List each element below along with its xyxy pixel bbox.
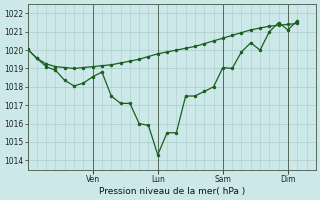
X-axis label: Pression niveau de la mer( hPa ): Pression niveau de la mer( hPa ) xyxy=(99,187,245,196)
